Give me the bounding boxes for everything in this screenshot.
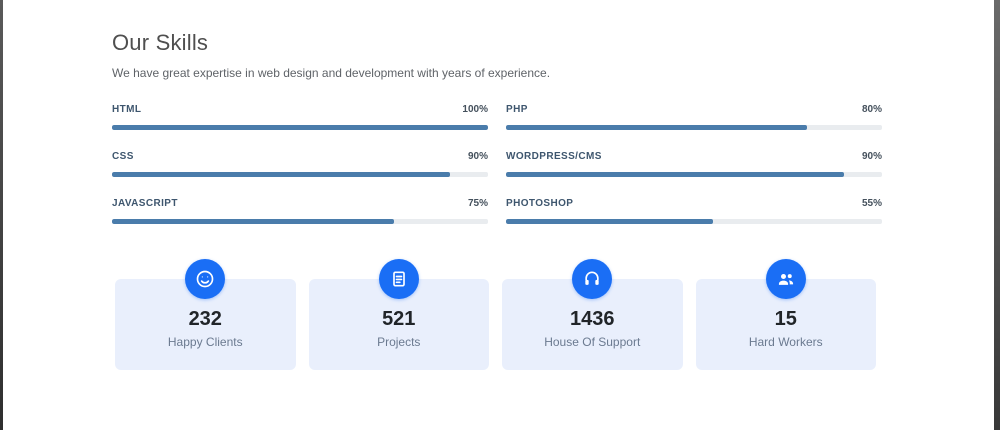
skill-row-php: PHP 80% <box>506 104 882 130</box>
stat-label: House Of Support <box>544 335 641 349</box>
stat-label: Happy Clients <box>167 335 243 349</box>
skill-percent: 90% <box>861 151 882 162</box>
users-icon <box>765 259 806 299</box>
stat-value: 15 <box>774 308 797 330</box>
stat-value: 521 <box>382 308 416 330</box>
stat-label: Hard Workers <box>748 335 823 349</box>
skills-section: Our Skills We have great expertise in we… <box>112 30 882 245</box>
progress-bar-track <box>112 172 488 177</box>
stat-card-support: 1436 House Of Support <box>502 259 683 370</box>
progress-bar-fill <box>112 219 394 224</box>
skill-percent: 75% <box>467 198 488 209</box>
skill-row-wordpress: WORDPRESS/CMS 90% <box>506 151 882 177</box>
progress-bar-fill <box>112 172 451 177</box>
skill-percent: 55% <box>861 198 882 209</box>
stat-card-happy-clients: 232 Happy Clients <box>115 259 296 370</box>
skill-percent: 90% <box>467 151 488 162</box>
clipboard-list-icon <box>378 259 419 299</box>
progress-bar-fill <box>506 125 807 130</box>
skill-row-photoshop: PHOTOSHOP 55% <box>506 198 882 224</box>
stat-card-hard-workers: 15 Hard Workers <box>695 259 876 370</box>
skill-label: PHOTOSHOP <box>506 198 574 209</box>
stat-card-projects: 521 Projects <box>308 259 489 370</box>
window-left-edge <box>0 0 3 430</box>
skill-row-javascript: JAVASCRIPT 75% <box>112 198 488 224</box>
page-subtitle: We have great expertise in web design an… <box>112 66 551 80</box>
skill-label: CSS <box>112 151 134 162</box>
page-title: Our Skills <box>112 30 209 55</box>
window-right-edge <box>994 0 1000 430</box>
progress-bar-track <box>506 219 882 224</box>
headset-icon <box>572 259 613 299</box>
skill-label: HTML <box>112 104 142 115</box>
progress-bar-track <box>112 219 488 224</box>
stats-row: 232 Happy Clients 521 Projects <box>115 259 876 370</box>
smiley-icon <box>185 259 226 299</box>
progress-bar-track <box>506 125 882 130</box>
stat-value: 232 <box>188 308 222 330</box>
progress-bar-fill <box>506 172 845 177</box>
skill-row-html: HTML 100% <box>112 104 488 130</box>
skill-label: JAVASCRIPT <box>112 198 178 209</box>
skill-percent: 100% <box>462 104 488 115</box>
skills-grid: HTML 100% CSS 90% <box>112 104 882 245</box>
progress-bar-track <box>506 172 882 177</box>
skills-column-left: HTML 100% CSS 90% <box>112 104 488 245</box>
skills-column-right: PHP 80% WORDPRESS/CMS 90% <box>506 104 882 245</box>
skill-label: WORDPRESS/CMS <box>506 151 602 162</box>
progress-bar-track <box>112 125 488 130</box>
progress-bar-fill <box>112 125 488 130</box>
stat-label: Projects <box>377 335 421 349</box>
skill-row-css: CSS 90% <box>112 151 488 177</box>
progress-bar-fill <box>506 219 713 224</box>
stat-value: 1436 <box>570 308 615 330</box>
skill-label: PHP <box>506 104 528 115</box>
skill-percent: 80% <box>861 104 882 115</box>
